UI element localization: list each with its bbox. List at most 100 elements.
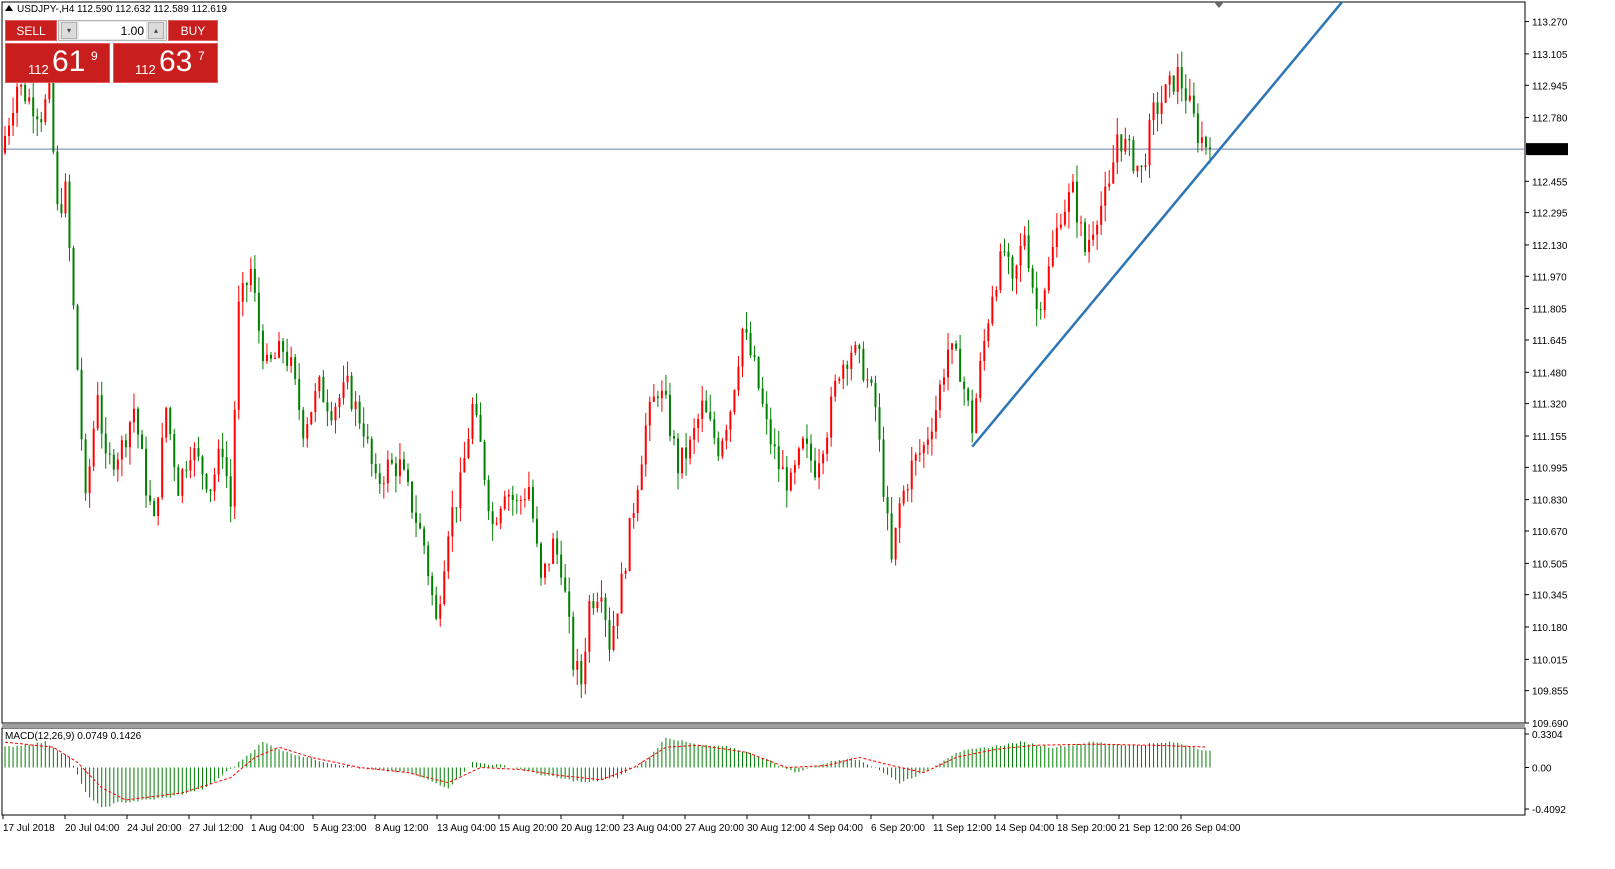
- macd-tick-label: 0.00: [1532, 764, 1552, 775]
- candle-body: [926, 439, 929, 445]
- candle-body: [390, 459, 393, 464]
- candle-body: [930, 431, 933, 440]
- lot-decrease-button[interactable]: ▾: [61, 22, 77, 39]
- time-tick-label: 5 Aug 23:00: [313, 823, 367, 834]
- time-tick-label: 23 Aug 04:00: [623, 823, 682, 834]
- candle-body: [314, 391, 317, 413]
- candle-body: [576, 660, 579, 670]
- time-tick-label: 17 Jul 2018: [3, 823, 55, 834]
- candle-body: [1075, 181, 1078, 223]
- candle-body: [491, 511, 494, 525]
- candle-body: [805, 438, 808, 444]
- candle-body: [701, 400, 704, 419]
- lot-size-input[interactable]: [79, 22, 146, 39]
- candle-body: [205, 474, 208, 490]
- panel-separator[interactable]: [2, 724, 1525, 728]
- candle-body: [330, 411, 333, 421]
- candle-body: [878, 407, 881, 440]
- macd-signal-line: [4, 741, 1206, 801]
- candle-body: [624, 570, 627, 574]
- candle-body: [257, 292, 260, 331]
- candle-body: [193, 448, 196, 461]
- time-tick-label: 15 Aug 20:00: [499, 823, 558, 834]
- candle-body: [209, 489, 212, 492]
- time-tick-label: 11 Sep 12:00: [933, 823, 992, 834]
- candle-body: [1031, 268, 1034, 288]
- candle-body: [640, 464, 643, 490]
- candle-body: [60, 204, 63, 214]
- time-tick-label: 13 Aug 04:00: [437, 823, 496, 834]
- candle-body: [882, 439, 885, 497]
- candle-body: [354, 401, 357, 410]
- price-tick-label: 110.505: [1532, 559, 1568, 570]
- candle-body: [1152, 102, 1155, 121]
- candle-body: [1063, 211, 1066, 225]
- candle-body: [757, 357, 760, 389]
- candle-body: [963, 381, 966, 389]
- candle-body: [447, 536, 450, 572]
- time-tick-label: 30 Aug 12:00: [747, 823, 806, 834]
- candle-body: [761, 388, 764, 404]
- price-tick-label: 113.270: [1532, 18, 1568, 29]
- candle-body: [914, 454, 917, 461]
- candle-body: [1080, 222, 1083, 224]
- trendline[interactable]: [971, 0, 1347, 448]
- current-price-label: 112.619: [1529, 145, 1565, 156]
- candle-body: [999, 251, 1002, 290]
- candle-body: [350, 375, 353, 410]
- candle-body: [975, 398, 978, 433]
- one-click-trading-panel: SELL ▾ ▴ BUY 112 61 9 112 63 7: [5, 20, 218, 83]
- candle-body: [68, 181, 71, 248]
- buy-button[interactable]: BUY: [168, 20, 218, 41]
- price-tick-label: 110.995: [1532, 463, 1568, 474]
- candle-body: [318, 376, 321, 392]
- candle-body: [459, 472, 462, 509]
- candle-body: [777, 446, 780, 470]
- candle-body: [1204, 137, 1207, 148]
- candle-body: [221, 448, 224, 458]
- candle-body: [672, 436, 675, 439]
- price-tick-label: 112.945: [1532, 81, 1568, 92]
- candle-body: [874, 382, 877, 408]
- time-tick-label: 6 Sep 20:00: [871, 823, 925, 834]
- candle-body: [108, 453, 111, 455]
- price-tick-label: 110.345: [1532, 591, 1568, 602]
- candle-body: [177, 467, 180, 496]
- candle-body: [471, 403, 474, 439]
- candle-body: [411, 481, 414, 513]
- buy-price-button[interactable]: 112 63 7: [113, 43, 218, 83]
- candle-body: [753, 355, 756, 358]
- candle-body: [918, 453, 921, 455]
- candle-body: [20, 84, 23, 87]
- ohlc-values: 112.590 112.632 112.589 112.619: [77, 4, 227, 15]
- time-tick-label: 4 Sep 04:00: [809, 823, 863, 834]
- candle-body: [64, 181, 67, 214]
- candle-body: [282, 341, 285, 352]
- candle-body: [455, 507, 458, 509]
- sell-button[interactable]: SELL: [5, 20, 57, 41]
- price-tick-label: 112.130: [1532, 241, 1568, 252]
- price-tick-label: 111.970: [1532, 272, 1567, 283]
- candle-body: [1160, 102, 1163, 114]
- candle-body: [1148, 120, 1151, 166]
- price-tick-label: 109.690: [1532, 719, 1569, 730]
- candle-body: [1084, 222, 1087, 252]
- candle-body: [942, 377, 945, 385]
- chart-shift-marker[interactable]: [1214, 2, 1224, 8]
- candle-body: [245, 283, 248, 286]
- sell-price-button[interactable]: 112 61 9: [5, 43, 110, 83]
- candle-body: [112, 454, 115, 470]
- candle-body: [713, 419, 716, 438]
- lot-increase-button[interactable]: ▴: [148, 22, 164, 39]
- candle-body: [850, 352, 853, 369]
- candle-body: [185, 469, 188, 471]
- candle-body: [1051, 246, 1054, 267]
- candle-body: [374, 463, 377, 474]
- candle-body: [826, 437, 829, 454]
- candle-body: [1184, 88, 1187, 101]
- candle-body: [475, 403, 478, 415]
- candle-body: [8, 125, 11, 136]
- candle-body: [1100, 205, 1103, 225]
- candle-body: [1116, 134, 1119, 163]
